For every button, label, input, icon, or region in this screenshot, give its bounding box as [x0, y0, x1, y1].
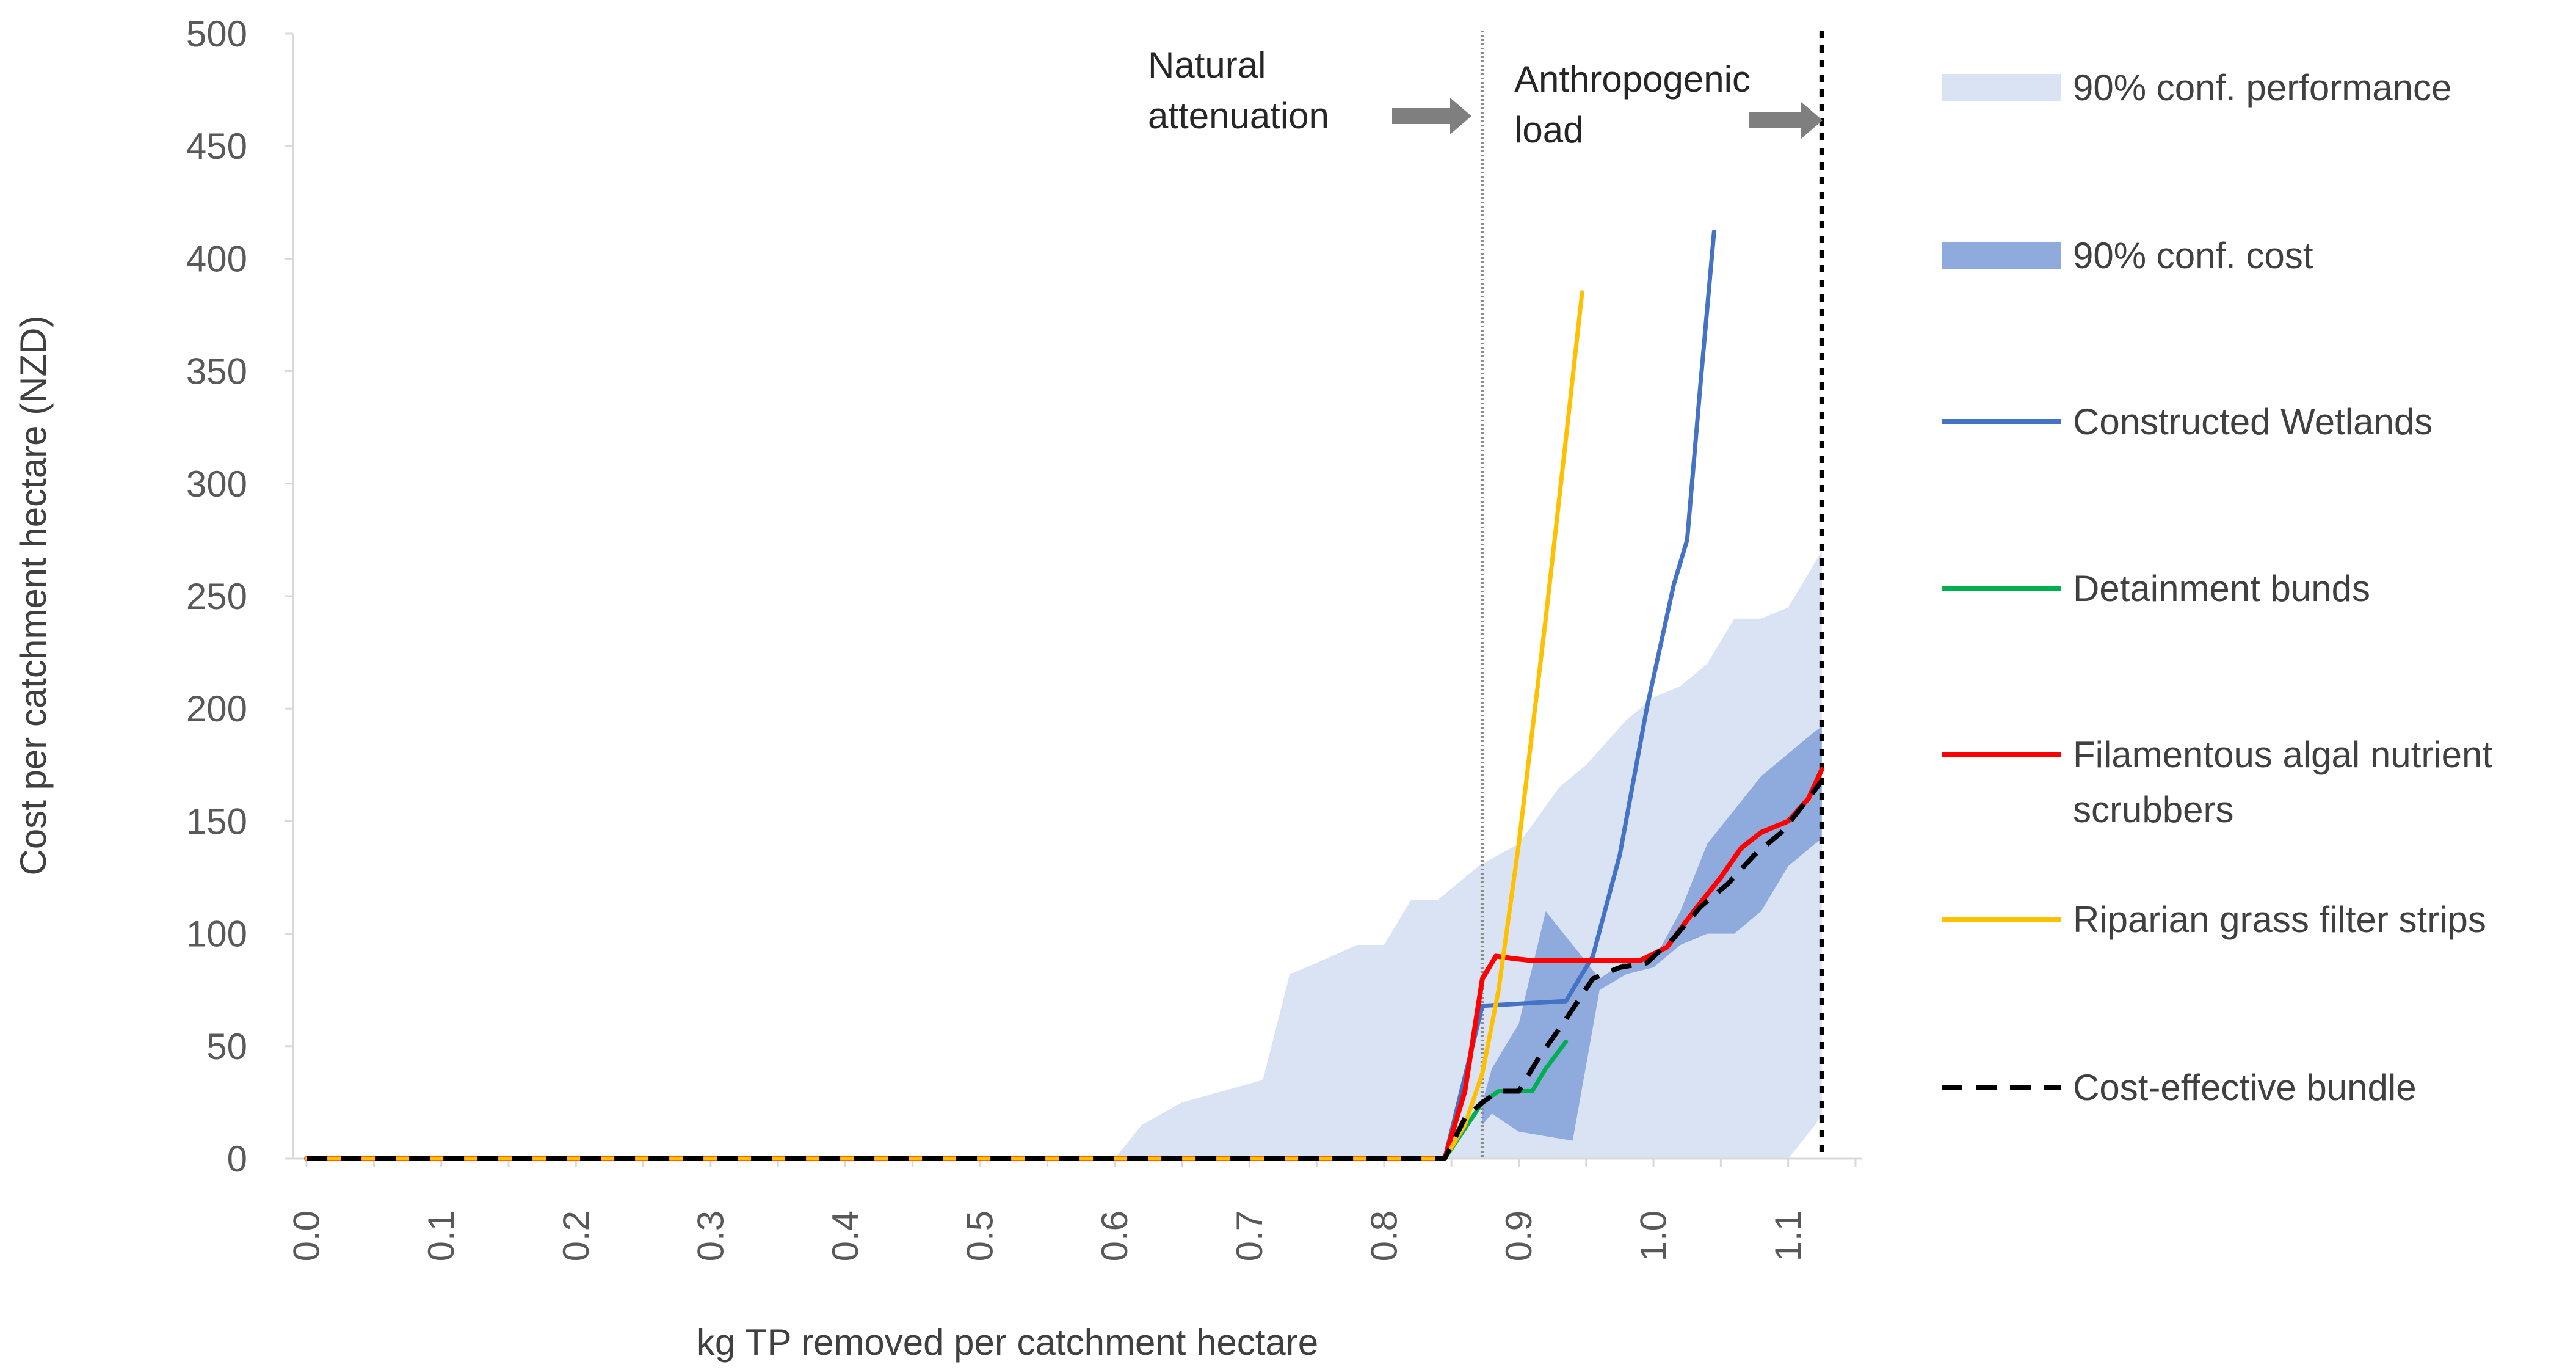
x-tick-label: 0.8 [1363, 1211, 1404, 1261]
x-tick-label: 0.7 [1229, 1211, 1270, 1261]
y-tick-label: 200 [186, 688, 247, 729]
x-tick-label: 0.3 [690, 1211, 731, 1261]
legend-label-90-conf-performance: 90% conf. performance [2073, 67, 2451, 108]
y-tick-label: 350 [186, 351, 247, 392]
x-tick-label: 0.5 [960, 1211, 1001, 1261]
y-tick-label: 300 [186, 464, 247, 505]
legend-swatch-90-conf-performance [1942, 74, 2061, 101]
data-series [304, 229, 1824, 1161]
legend-label-line: scrubbers [2073, 789, 2233, 830]
y-tick-label: 450 [186, 126, 247, 167]
series-filamentous-algal-nutrient-scrubbers [304, 767, 1824, 1161]
y-tick-label: 100 [186, 914, 247, 955]
y-axis-title: Cost per catchment hectare (NZD) [13, 316, 54, 876]
annotations: Natural attenuation Anthropogenic load [1148, 45, 1823, 150]
band-90-conf-performance [1114, 551, 1822, 1159]
x-tick-label: 0.1 [421, 1211, 462, 1261]
y-tick-label: 150 [186, 801, 247, 842]
x-tick-label: 1.1 [1768, 1211, 1809, 1261]
y-tick-label: 0 [227, 1139, 247, 1179]
annotation-natural-attenuation: Natural attenuation [1148, 45, 1329, 136]
legend-label-constructed-wetlands: Constructed Wetlands [2073, 401, 2433, 442]
annotation-line: load [1514, 109, 1583, 150]
annotation-line: Anthropogenic [1514, 59, 1751, 100]
x-tick-label: 1.0 [1633, 1211, 1674, 1261]
y-tick-label: 250 [186, 576, 247, 617]
y-tick-label: 400 [186, 238, 247, 279]
band-90-conf-cost [1482, 726, 1822, 1141]
confidence-bands [1114, 551, 1822, 1159]
series-cost-effective-bundle [307, 779, 1824, 1161]
annotation-line: attenuation [1148, 95, 1329, 136]
legend-label-line: Filamentous algal nutrient [2073, 734, 2492, 775]
series-riparian-grass-filter-strips [304, 290, 1584, 1161]
x-axis-title: kg TP removed per catchment hectare [697, 1322, 1318, 1363]
reference-lines [1480, 31, 1824, 1159]
annotation-arrow-icon [1749, 102, 1823, 139]
x-tick-label: 0.0 [286, 1211, 327, 1261]
legend-label-cost-effective-bundle: Cost-effective bundle [2073, 1067, 2417, 1108]
axes: 0 50 100 150 200 250 300 350 400 450 500 0.0 0.1 0.2 0… [13, 13, 1862, 1363]
y-tick-label: 500 [186, 13, 247, 54]
annotation-anthropogenic-load: Anthropogenic load [1514, 59, 1751, 150]
annotation-line: Natural [1148, 45, 1266, 86]
annotation-arrow-icon [1392, 98, 1471, 134]
x-tick-label: 0.4 [825, 1211, 866, 1261]
legend-swatch-90-conf-cost [1942, 242, 2061, 269]
legend-label-filamentous-algal-nutrient-scrubbers: Filamentous algal nutrient scrubbers [2073, 734, 2492, 830]
y-tick-label: 50 [206, 1026, 247, 1067]
legend: 90% conf. performance 90% conf. cost Const… [1942, 67, 2492, 1108]
x-tick-label: 0.2 [556, 1211, 597, 1261]
legend-label-riparian-grass-filter-strips: Riparian grass filter strips [2073, 899, 2486, 940]
legend-label-90-conf-cost: 90% conf. cost [2073, 235, 2313, 276]
x-tick-label: 0.6 [1094, 1211, 1135, 1261]
legend-label-detainment-bunds: Detainment bunds [2073, 568, 2370, 609]
x-tick-label: 0.9 [1498, 1211, 1539, 1261]
